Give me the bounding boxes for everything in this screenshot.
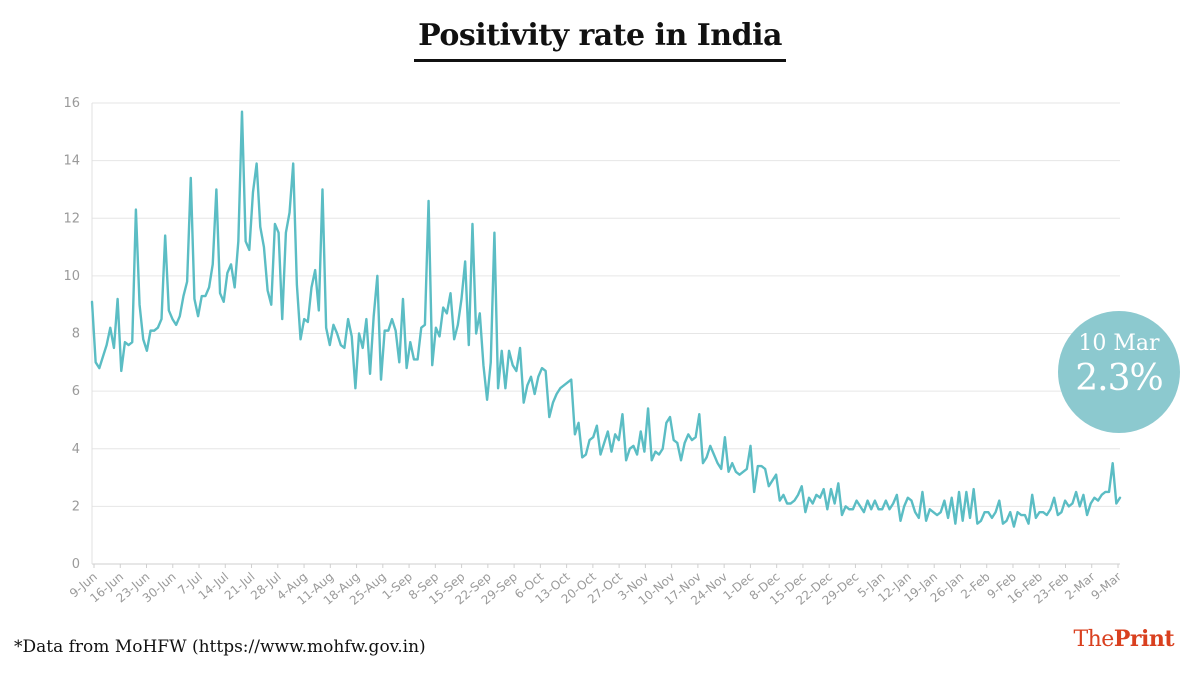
y-tick-label: 14 (63, 154, 80, 169)
logo-part-the: The (1073, 627, 1114, 652)
y-tick-label: 6 (72, 384, 80, 399)
chart-title-wrap: Positivity rate in India (0, 18, 1200, 62)
y-tick-label: 4 (72, 442, 80, 457)
y-tick-label: 8 (72, 327, 80, 342)
positivity-rate-line (90, 110, 1122, 528)
latest-value-callout: 10 Mar 2.3% (1058, 311, 1180, 433)
x-tick-label: 9-Mar (1088, 570, 1124, 603)
y-tick-label: 16 (63, 96, 80, 111)
callout-value: 2.3% (1075, 358, 1163, 399)
y-tick-label: 2 (72, 499, 80, 514)
callout-date: 10 Mar (1078, 331, 1160, 356)
y-tick-label: 12 (63, 211, 80, 226)
logo-part-print: Print (1113, 626, 1175, 652)
data-source-note: *Data from MoHFW (https://www.mohfw.gov.… (14, 637, 426, 657)
x-tick-label: 2-Feb (958, 570, 992, 602)
y-tick-label: 0 (72, 557, 80, 572)
theprint-logo: ThePrint (1073, 626, 1174, 652)
y-tick-label: 10 (63, 269, 80, 284)
chart-title: Positivity rate in India (414, 18, 786, 62)
